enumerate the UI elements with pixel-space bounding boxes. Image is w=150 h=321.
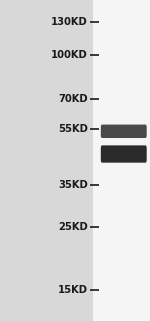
FancyBboxPatch shape xyxy=(101,145,147,163)
Text: 55KD: 55KD xyxy=(58,124,88,134)
Text: 35KD: 35KD xyxy=(58,180,88,190)
Text: 15KD: 15KD xyxy=(58,285,88,295)
Text: 130KD: 130KD xyxy=(51,17,88,27)
Bar xyxy=(93,0,150,321)
Text: 100KD: 100KD xyxy=(51,50,88,60)
FancyBboxPatch shape xyxy=(101,125,147,138)
Text: 25KD: 25KD xyxy=(58,222,88,232)
Text: 70KD: 70KD xyxy=(58,94,88,104)
